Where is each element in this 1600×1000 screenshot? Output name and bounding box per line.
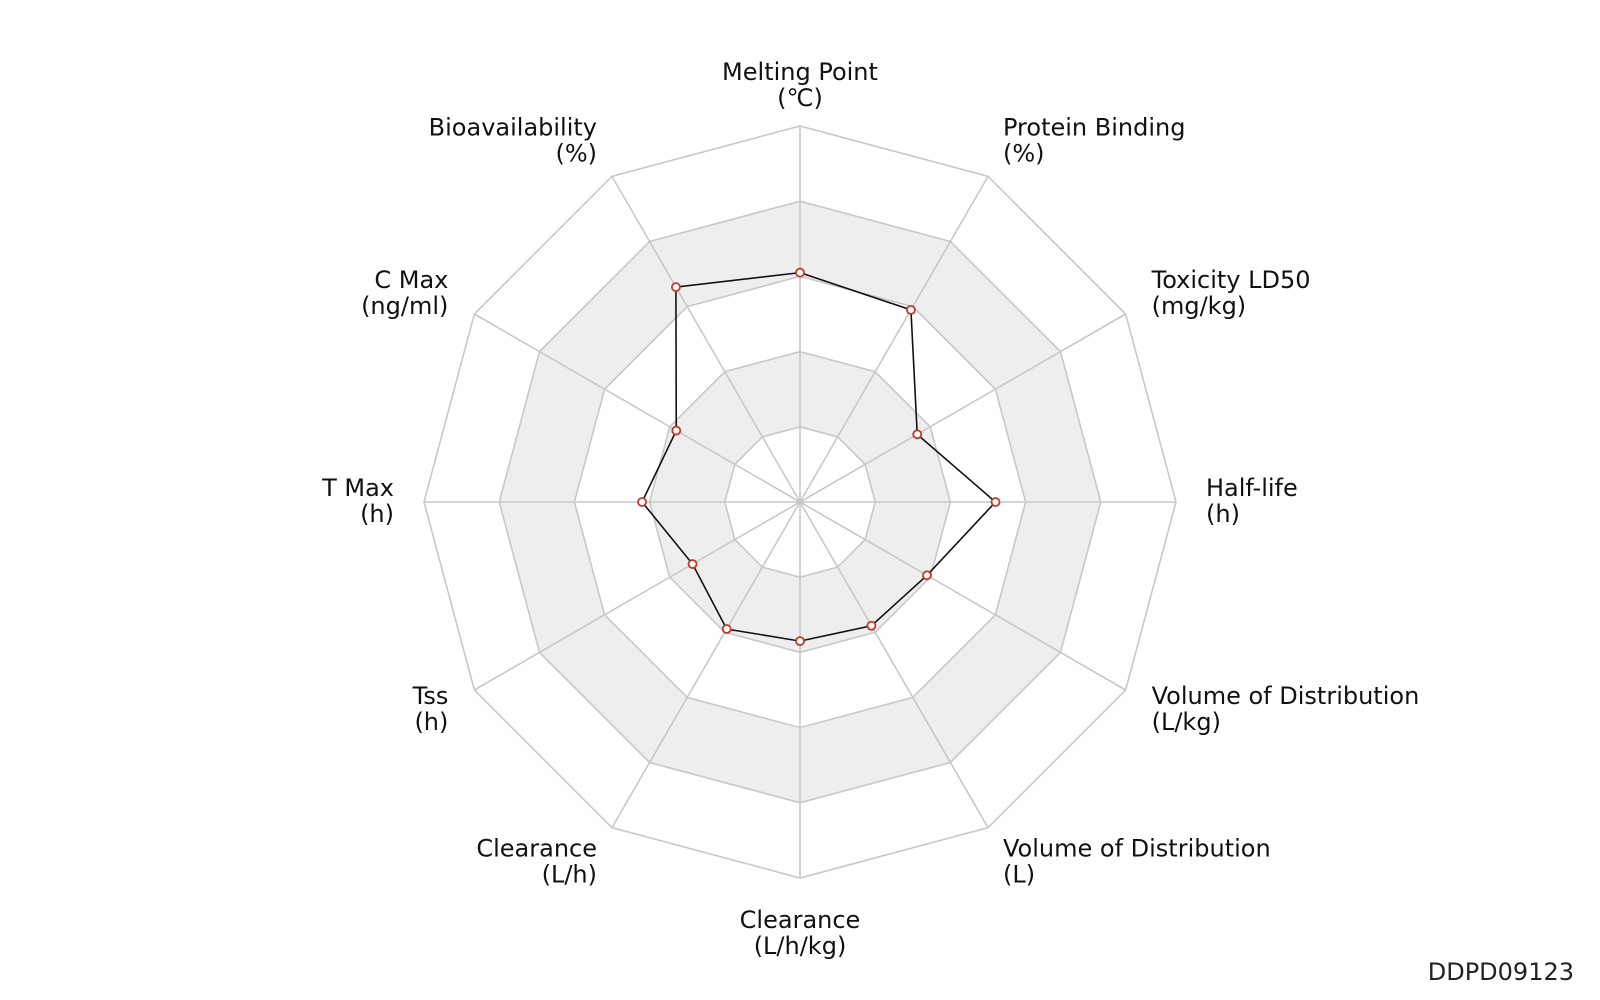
axis-label-unit: (L/h) [542, 860, 597, 888]
axis-label-name: Tss [412, 682, 449, 710]
axis-label: Half-life (h) [1206, 474, 1298, 528]
axis-label-unit: (℃) [777, 84, 823, 112]
radar-spoke [799, 501, 989, 829]
radar-point [795, 267, 805, 278]
axis-label-unit: (L/kg) [1152, 708, 1221, 736]
axis-label-name: Clearance [740, 906, 861, 934]
radar-axis-labels: Melting Point (℃)Protein Binding (%)Toxici… [321, 58, 1419, 960]
radar-spoke [611, 501, 801, 829]
axis-label-name: C Max [374, 266, 448, 294]
radar-point [906, 304, 916, 315]
axis-label: Clearance (L/h) [476, 834, 597, 888]
axis-label-name: Clearance [476, 834, 597, 862]
radar-bands [499, 201, 1101, 803]
axis-label: Volume of Distribution (L) [1003, 834, 1271, 888]
radar-spoke [611, 175, 801, 503]
axis-label-name: Toxicity LD50 [1151, 266, 1311, 294]
chart-id-watermark: DDPD09123 [1427, 958, 1574, 986]
axis-label-name: Volume of Distribution [1003, 834, 1271, 862]
radar-spokes [424, 126, 1176, 878]
radar-spoke [473, 313, 801, 503]
axis-label: T Max (h) [321, 474, 394, 528]
radar-markers [637, 267, 1001, 647]
axis-label-unit: (%) [1003, 140, 1045, 168]
axis-label: Volume of Distribution (L/kg) [1152, 682, 1420, 736]
axis-label-unit: (h) [414, 708, 448, 736]
radar-point [866, 620, 877, 631]
radar-point [687, 559, 698, 569]
axis-label: Tss (h) [412, 682, 449, 736]
radar-point [795, 636, 805, 647]
radar-spoke [799, 313, 1127, 503]
axis-label: C Max (ng/ml) [361, 266, 448, 320]
axis-label-name: Bioavailability [429, 114, 597, 142]
axis-label-name: Half-life [1206, 474, 1298, 502]
radar-point [922, 570, 932, 581]
axis-label-unit: (h) [360, 500, 394, 528]
axis-label-unit: (L/h/kg) [754, 932, 847, 960]
axis-label-name: Volume of Distribution [1152, 682, 1420, 710]
axis-label-unit: (%) [555, 140, 597, 168]
radar-spoke [799, 501, 1127, 691]
axis-label: Melting Point (℃) [722, 58, 878, 112]
axis-label-unit: (mg/kg) [1152, 292, 1247, 320]
radar-spoke [473, 501, 801, 691]
radar-point [671, 425, 682, 436]
radar-point [912, 429, 923, 440]
radar-spoke [799, 175, 989, 503]
axis-label-unit: (ng/ml) [361, 292, 448, 320]
axis-label-unit: (h) [1206, 500, 1240, 528]
radar-point [671, 282, 681, 292]
axis-label: Toxicity LD50 (mg/kg) [1151, 266, 1311, 320]
radar-point [990, 497, 1001, 507]
radar-point [721, 624, 732, 634]
axis-label-name: T Max [321, 474, 394, 502]
radar-band-2 [649, 351, 951, 653]
axis-label: Clearance (L/h/kg) [740, 906, 861, 960]
axis-label: Protein Binding (%) [1003, 114, 1185, 168]
axis-label-name: Melting Point [722, 58, 878, 86]
axis-label: Bioavailability (%) [429, 114, 597, 168]
radar-point [637, 497, 647, 507]
axis-label-unit: (L) [1003, 860, 1035, 888]
axis-label-name: Protein Binding [1003, 114, 1185, 142]
